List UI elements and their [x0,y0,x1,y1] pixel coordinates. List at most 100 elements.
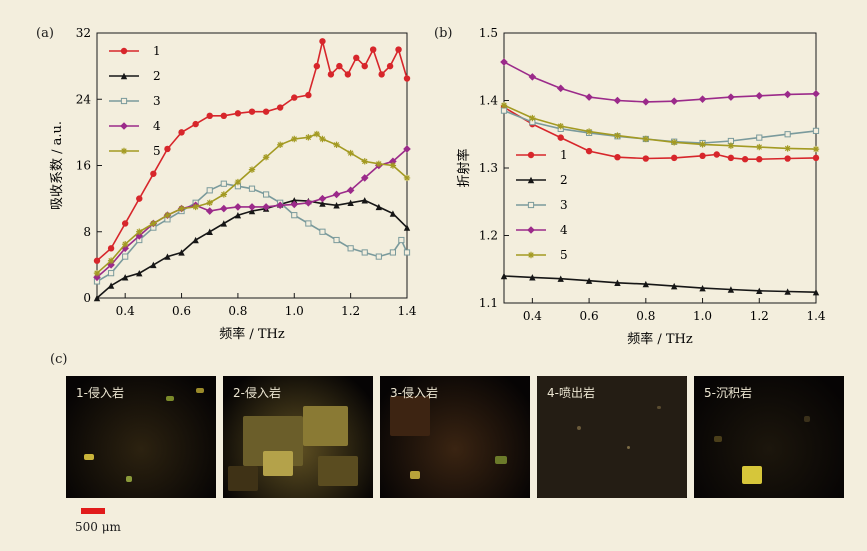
series-1-point [812,154,820,162]
series-2-point [614,279,621,286]
series-2-point [389,210,397,217]
series-3-point [305,220,312,227]
series-4-point [670,97,678,105]
series-5-point [234,178,242,186]
series-4-point [248,203,256,211]
series-4-point [262,203,270,211]
series-1-point [206,112,213,120]
series-4-point [727,93,735,101]
micrograph-3: 3-侵入岩 [380,376,530,498]
y-tick-label: 1.2 [479,229,498,243]
legend-label: 2 [560,173,568,187]
series-5-point [291,135,298,143]
panel-c-label: (c) [50,352,68,367]
x-tick-label: 1.4 [806,309,825,323]
series-1-point [614,154,621,161]
series-5-point [93,269,101,277]
series-1-point [336,62,343,70]
panel-b-label: (b) [434,26,453,41]
mineral-grain [804,416,810,422]
series-5-point [206,199,213,206]
series-5-point [136,228,143,235]
series-3-point [784,131,791,138]
series-2-point [220,220,228,227]
series-2-point [756,287,763,295]
series-1 [500,104,820,163]
series-4-point [234,203,242,211]
series-2 [500,272,820,296]
series-2-point [234,211,242,219]
series-5-point [276,141,284,148]
mineral-grain [228,466,258,491]
series-5-line [96,133,408,274]
mineral-grain [196,388,204,393]
series-2-point [500,272,508,280]
mineral-grain [657,406,661,409]
series-5-point [727,142,735,149]
series-1-point [369,46,377,53]
series-4-line [503,61,817,103]
legend-marker [120,47,128,55]
x-tick-label: 0.4 [523,309,542,323]
series-2-point [529,274,536,281]
series-1-point [319,38,326,45]
legend-marker [527,176,535,184]
legend-marker [527,151,535,159]
series-5-point [121,240,129,248]
legend-marker [120,122,128,130]
mineral-grain [627,446,630,449]
mineral-grain [495,456,507,464]
series-2-point [375,203,383,211]
series-5-point [220,191,228,198]
series-2-point [178,249,185,256]
series-1-point [403,75,411,82]
series-1-point [395,46,402,53]
series-1-point [136,195,143,202]
mineral-grain [84,454,94,460]
series-1-point [741,156,749,163]
series-5 [500,102,820,153]
series-2-point [557,275,564,282]
series-4-point [642,98,650,106]
series-4 [500,58,820,106]
y-tick-label: 1.5 [479,26,498,40]
series-4-point [585,93,593,101]
series-3-point [206,187,213,194]
mineral-grain [714,436,722,442]
series-2-point [319,200,326,207]
series-2-point [291,197,298,204]
series-2-point [248,207,256,215]
series-1-point [107,245,115,252]
series-3-point [361,249,368,256]
series-5-point [557,122,564,130]
legend-item-3: 3 [109,94,161,108]
series-1-point [585,147,593,155]
series-5-point [347,149,354,157]
series-1-point [262,108,270,115]
series-5-point [614,132,621,139]
y-tick-label: 32 [76,26,91,40]
series-5-point [375,160,383,168]
series-2-point [107,282,115,289]
series-2-point [699,284,706,292]
series-1-point [784,155,791,162]
series-5-point [389,162,397,169]
series-2-line [503,275,817,293]
series-5-point [361,158,368,165]
series-4-point [220,204,228,213]
series-1-point [557,134,564,141]
series-1-point [192,120,199,128]
x-tick-label: 0.8 [636,309,655,323]
series-3-point [500,107,508,114]
legend-label: 1 [560,148,568,162]
x-axis-label: 频率 / THz [219,326,285,342]
legend-item-5: 5 [516,248,568,262]
series-1-point [344,71,352,78]
series-4-point [332,190,341,199]
series-5-point [403,174,411,182]
series-3-point [403,249,411,256]
series-4-point [783,90,792,99]
series-3-point [107,270,115,277]
series-4-point [812,89,820,98]
